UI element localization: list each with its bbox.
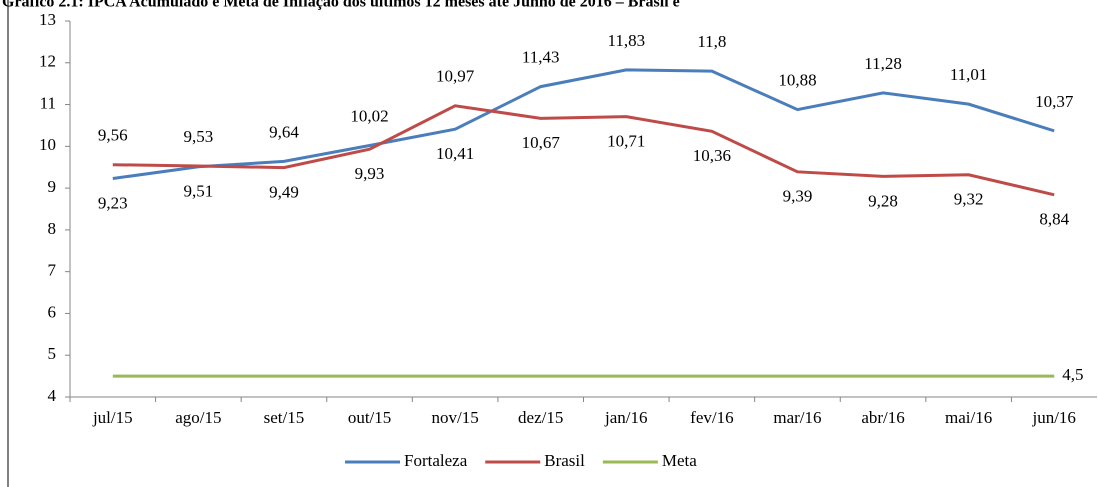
y-tick-label: 10 — [39, 135, 56, 154]
x-tick-label: out/15 — [348, 408, 391, 427]
data-label: 11,83 — [607, 31, 645, 50]
data-label: 10,02 — [350, 106, 388, 125]
x-tick-label: mar/16 — [773, 408, 821, 427]
series-line — [112, 104, 1055, 197]
data-label: 9,51 — [184, 182, 214, 201]
y-tick-label: 8 — [48, 219, 57, 238]
legend-label: Brasil — [544, 451, 585, 470]
data-label: 11,01 — [950, 65, 988, 84]
data-label: 10,88 — [778, 70, 816, 89]
chart-title: Gráfico 2.1: IPCA Acumulado e Meta de In… — [2, 0, 680, 11]
data-label: 9,56 — [98, 126, 128, 145]
data-label: 11,43 — [522, 47, 560, 66]
y-tick-label: 5 — [48, 344, 57, 363]
data-label: 11,8 — [697, 32, 726, 51]
y-tick-label: 11 — [40, 93, 56, 112]
data-label: 9,93 — [355, 164, 385, 183]
x-tick-label: abr/16 — [861, 408, 904, 427]
data-label: 10,67 — [522, 133, 561, 152]
data-label: 9,49 — [269, 183, 299, 202]
legend-label: Fortaleza — [404, 451, 468, 470]
x-tick-label: fev/16 — [690, 408, 733, 427]
data-label: 9,32 — [954, 190, 984, 209]
y-tick-label: 12 — [39, 52, 56, 71]
y-tick-label: 4 — [48, 386, 57, 405]
data-label: 9,23 — [98, 193, 128, 212]
data-label: 9,28 — [868, 191, 898, 210]
x-tick-label: dez/15 — [518, 408, 563, 427]
y-tick-label: 13 — [39, 10, 56, 29]
x-tick-label: set/15 — [264, 408, 305, 427]
y-tick-label: 7 — [48, 261, 57, 280]
data-label: 10,37 — [1035, 92, 1074, 111]
x-tick-label: mai/16 — [945, 408, 992, 427]
data-label: 10,97 — [436, 67, 475, 86]
data-label: 11,28 — [864, 54, 902, 73]
x-tick-label: jul/15 — [92, 408, 133, 427]
data-label: 10,41 — [436, 144, 474, 163]
x-tick-label: jan/16 — [604, 408, 648, 427]
data-label: 9,53 — [184, 127, 214, 146]
data-label: 9,39 — [783, 187, 813, 206]
data-label: 10,36 — [693, 146, 731, 165]
data-label: 9,64 — [269, 122, 299, 141]
y-tick-label: 9 — [48, 177, 57, 196]
x-tick-label: jun/16 — [1031, 408, 1075, 427]
y-tick-label: 6 — [48, 302, 57, 321]
data-label: 10,71 — [607, 132, 645, 151]
series-line — [112, 68, 1055, 180]
x-tick-label: nov/15 — [432, 408, 479, 427]
data-label: 4,5 — [1062, 365, 1083, 384]
data-label: 8,84 — [1039, 210, 1069, 229]
legend-label: Meta — [662, 451, 697, 470]
x-tick-label: ago/15 — [175, 408, 221, 427]
